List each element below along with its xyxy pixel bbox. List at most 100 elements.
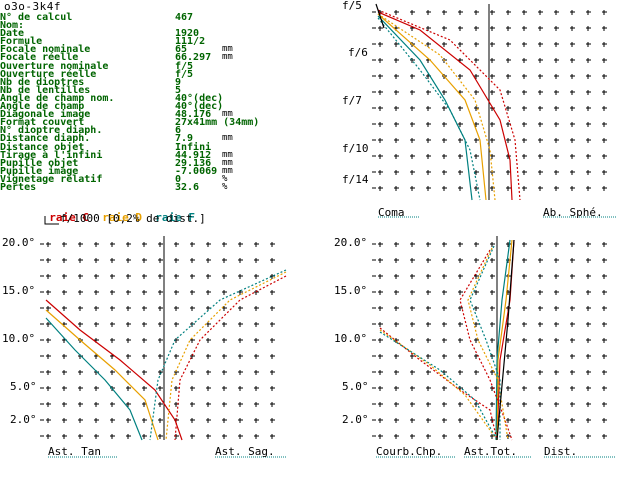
ast-grid-mark — [270, 354, 275, 359]
ast-grid-mark — [254, 258, 259, 263]
fld-grid-mark — [538, 306, 543, 311]
fld-grid-mark — [602, 242, 607, 247]
fld-grid-mark — [410, 338, 415, 343]
fld-grid-mark — [570, 306, 575, 311]
param-row: Angle de champ 40°(dec) — [0, 102, 250, 112]
sph-grid-mark — [458, 186, 463, 191]
param-value: 27x41mm (34mm) — [175, 117, 260, 129]
fld-grid-mark — [586, 322, 591, 327]
fld-grid-mark — [394, 274, 399, 279]
fld-curv-f — [469, 245, 501, 440]
param-label: Format couvert — [0, 117, 85, 129]
fld-grid-mark — [410, 242, 415, 247]
sph-grid-mark — [394, 58, 399, 63]
fld-grid-mark — [474, 258, 479, 263]
sph-grid-mark — [570, 106, 575, 111]
sph-grid-mark — [554, 90, 559, 95]
ray-c-label: raie C — [49, 211, 89, 224]
ast-grid-mark — [142, 434, 147, 439]
ast-grid-mark — [190, 386, 195, 391]
param-value: Infini — [175, 141, 212, 153]
sph-grid-mark — [602, 58, 607, 63]
sph-grid-mark — [378, 186, 383, 191]
fld-grid-mark — [602, 306, 607, 311]
fld-grid-mark — [410, 322, 415, 327]
ast-grid-mark — [126, 242, 131, 247]
param-row: Tirage à l'infini 44.912 mm — [0, 149, 250, 161]
sph-grid-mark — [410, 10, 415, 15]
ast-grid-mark — [158, 242, 163, 247]
fld-grid-mark — [378, 242, 383, 247]
fld-grid-mark — [522, 258, 527, 263]
fld-grid-mark — [394, 290, 399, 295]
sph-grid-mark — [554, 58, 559, 63]
ast-grid-mark — [110, 274, 115, 279]
sph-grid-mark — [522, 170, 527, 175]
param-label: Vignetage relatif — [0, 173, 103, 185]
spherical-aberration-plot — [372, 3, 616, 218]
sph-grid-mark — [426, 10, 431, 15]
ast-grid-mark — [62, 274, 67, 279]
param-value: 44.912 — [175, 149, 212, 161]
ast-grid-mark — [206, 386, 211, 391]
fld-grid-mark — [570, 322, 575, 327]
fld-grid-mark — [586, 338, 591, 343]
ast-grid-mark — [110, 338, 115, 343]
fld-grid-mark — [586, 242, 591, 247]
fld-grid-mark — [442, 418, 447, 423]
sph-grid-mark — [442, 26, 447, 31]
param-label: Ouverture réelle — [0, 68, 97, 80]
fld-grid-mark — [410, 434, 415, 439]
ast-grid-mark — [62, 354, 67, 359]
ast-grid-mark — [94, 274, 99, 279]
ast-grid-mark — [190, 242, 195, 247]
fld-grid-mark — [570, 418, 575, 423]
ast-grid-mark — [270, 386, 275, 391]
fld-grid-mark — [378, 418, 383, 423]
sph-grid-mark — [490, 90, 495, 95]
fld-grid-mark — [570, 338, 575, 343]
fld-ytick-1: 20.0° — [334, 236, 368, 249]
fld-grid-mark — [602, 402, 607, 407]
sph-curve-f — [377, 15, 473, 201]
fld-grid-mark — [378, 402, 383, 407]
sph-grid-mark — [426, 154, 431, 159]
sph-grid-mark — [458, 74, 463, 79]
param-label: Focale réelle — [0, 52, 79, 64]
ast-grid-mark — [110, 306, 115, 311]
sph-grid-mark — [474, 106, 479, 111]
fld-grid-mark — [458, 370, 463, 375]
sph-grid-mark — [538, 10, 543, 15]
param-unit: mm — [222, 149, 233, 160]
fld-grid-mark — [490, 418, 495, 423]
param-unit: mm — [222, 165, 233, 176]
param-label: N° dioptre diaph. — [0, 125, 103, 137]
param-value: f/5 — [175, 60, 194, 72]
sph-grid-mark — [394, 170, 399, 175]
sph-grid-mark — [410, 74, 415, 79]
ast-grid-mark — [46, 290, 51, 295]
fld-grid-mark — [602, 434, 607, 439]
ast-grid-mark — [270, 290, 275, 295]
sph-grid-mark — [410, 58, 415, 63]
ast-grid-mark — [62, 434, 67, 439]
param-row: Date 1920 — [0, 29, 250, 39]
ast-ytick-3: 10.0° — [2, 332, 36, 345]
ast-grid-mark — [254, 242, 259, 247]
ast-grid-mark — [158, 402, 163, 407]
fld-grid-mark — [522, 306, 527, 311]
param-label: Ouverture nominale — [0, 60, 109, 72]
ast-grid-mark — [206, 322, 211, 327]
sph-grid-mark — [554, 42, 559, 47]
sph-grid-mark — [394, 10, 399, 15]
ast-grid-mark — [238, 434, 243, 439]
param-value: 6 — [175, 125, 182, 137]
ast-grid-mark — [158, 290, 163, 295]
fld-grid-mark — [458, 434, 463, 439]
param-row: Focale réelle 66.297 mm — [0, 52, 250, 64]
fld-ytick-2: 15.0° — [334, 284, 368, 297]
sph-grid-mark — [506, 90, 511, 95]
ast-grid-mark — [62, 402, 67, 407]
param-unit: % — [222, 181, 228, 192]
fld-grid-mark — [378, 258, 383, 263]
